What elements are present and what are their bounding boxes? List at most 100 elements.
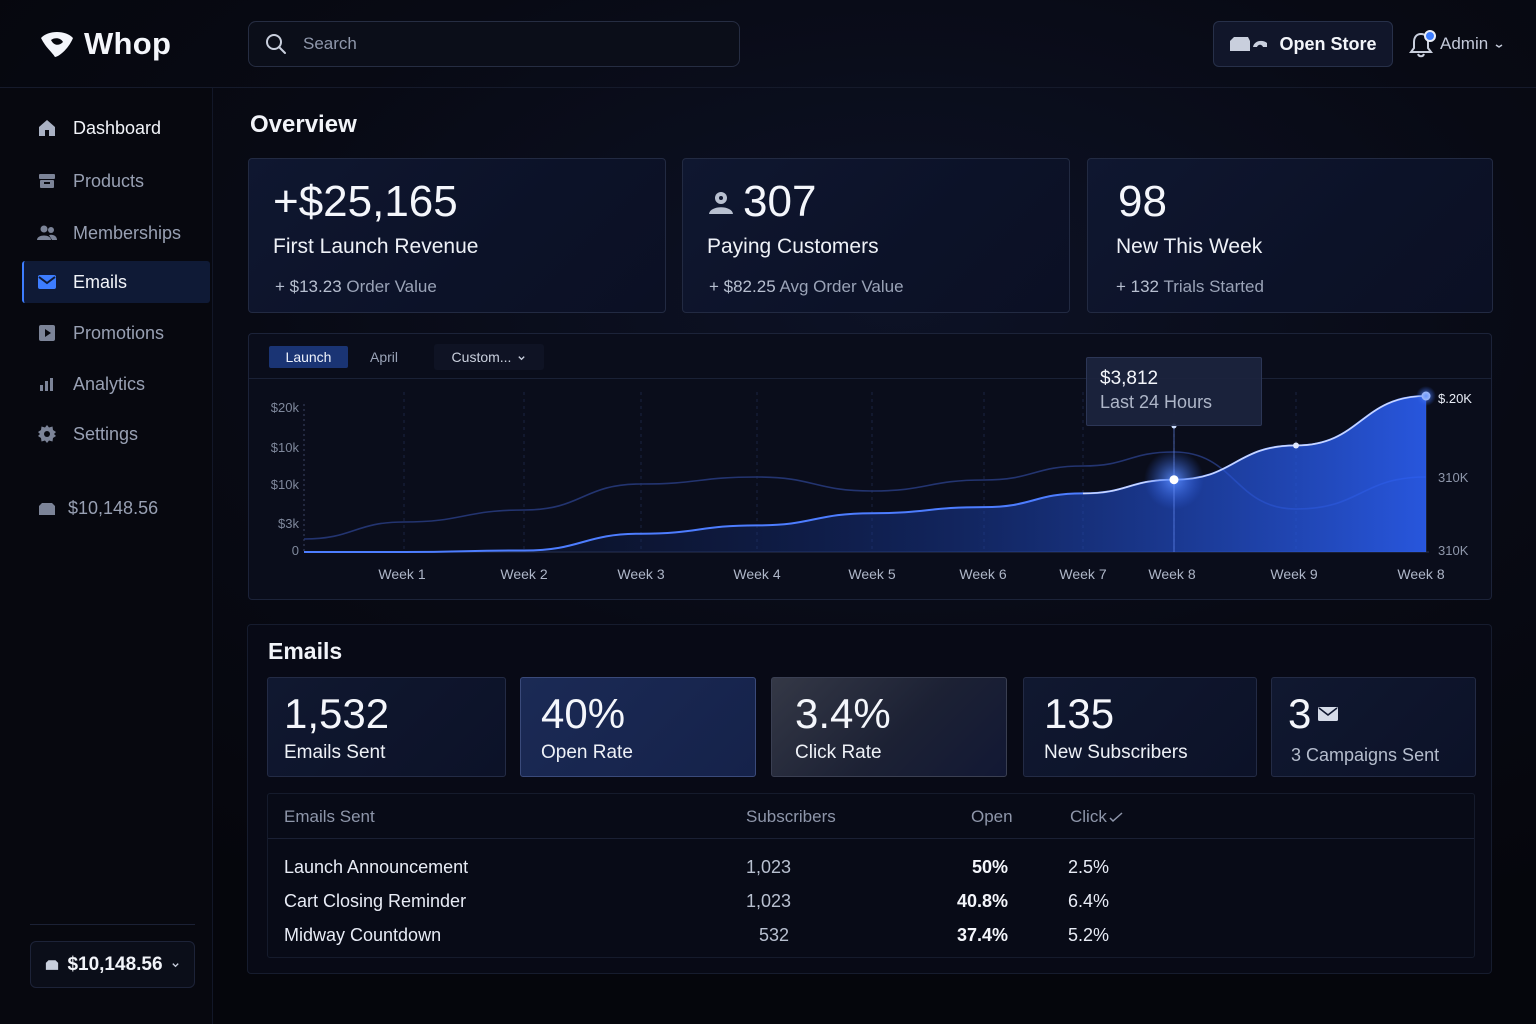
tab-launch[interactable]: Launch bbox=[269, 346, 348, 368]
revenue-chart-panel: Launch April Custom... bbox=[248, 333, 1492, 600]
stat-value: 135 bbox=[1044, 690, 1115, 737]
stat-emails-sent: 1,532 Emails Sent bbox=[267, 677, 506, 777]
email-open: 37.4% bbox=[956, 925, 1008, 945]
search-icon bbox=[266, 34, 286, 54]
email-click: 2.5% bbox=[1068, 857, 1110, 877]
stat-value: 3 bbox=[1288, 690, 1339, 738]
column-header-click[interactable]: Click bbox=[1070, 807, 1123, 827]
play-icon bbox=[39, 325, 55, 341]
column-header[interactable]: Open bbox=[971, 807, 1013, 826]
table-header: Emails Sent Subscribers Open Click bbox=[268, 794, 1474, 839]
card-value: 307 bbox=[707, 177, 816, 227]
sidebar-item-analytics[interactable]: Analytics bbox=[22, 363, 210, 405]
endpoint-glow bbox=[1416, 386, 1436, 406]
card-sub-value: + $13.23 bbox=[275, 277, 342, 296]
email-name: Midway Countdown bbox=[284, 925, 442, 945]
emails-table: Emails Sent Subscribers Open Click Launc… bbox=[267, 793, 1475, 958]
tab-april[interactable]: April bbox=[369, 349, 398, 365]
emails-panel: Emails 1,532 Emails Sent 40% Open Rate 3… bbox=[247, 624, 1492, 974]
balance-value: $10,148.56 bbox=[68, 498, 159, 518]
sidebar-item-label: Promotions bbox=[73, 322, 165, 343]
wallet-icon bbox=[46, 959, 59, 970]
emails-title: Emails bbox=[268, 638, 343, 664]
y-tick-label: 0 bbox=[292, 543, 299, 558]
data-point bbox=[1293, 442, 1299, 449]
y-tick-label-right: $.20K bbox=[1438, 391, 1472, 406]
brand-logo[interactable]: Whop bbox=[38, 26, 171, 62]
chevron-down-icon bbox=[1495, 44, 1503, 48]
chart-tooltip: $3,812 Last 24 Hours bbox=[1086, 357, 1262, 426]
x-tick-label: Week 9 bbox=[1270, 566, 1317, 582]
chart-ticks: Week 1 Week 2 Week 3 Week 4 Week 5 Week 6 Week… bbox=[271, 391, 1473, 582]
wallet-button[interactable]: $10,148.56 bbox=[30, 941, 195, 988]
chevron-down-icon bbox=[518, 355, 526, 360]
chart-header-divider bbox=[249, 378, 1491, 379]
stat-label: Emails Sent bbox=[284, 742, 386, 763]
sidebar-item-settings[interactable]: Settings bbox=[22, 413, 210, 455]
sidebar-item-label: Settings bbox=[73, 423, 139, 444]
table-row[interactable]: Launch Announcement 1,023 50% 2.5% bbox=[268, 851, 1474, 885]
sidebar-item-dashboard[interactable]: Dashboard bbox=[22, 107, 210, 149]
card-value: +$25,165 bbox=[273, 177, 458, 227]
sort-icon bbox=[1109, 812, 1123, 822]
user-menu[interactable]: Admin bbox=[1408, 30, 1504, 58]
card-sub-label: Trials Started bbox=[1163, 277, 1264, 296]
sidebar-divider bbox=[30, 924, 195, 925]
column-header[interactable]: Subscribers bbox=[746, 807, 836, 826]
email-name: Launch Announcement bbox=[284, 857, 469, 877]
table-row[interactable]: Cart Closing Reminder 1,023 40.8% 6.4% bbox=[268, 885, 1474, 919]
sidebar-item-products[interactable]: Products bbox=[22, 160, 210, 202]
chart-tabs: Launch April Custom... bbox=[269, 344, 544, 370]
x-tick-label: Week 2 bbox=[500, 566, 547, 582]
chart-marks bbox=[1144, 386, 1436, 552]
sidebar: Dashboard Products Memberships Emails Pr… bbox=[0, 88, 213, 1024]
open-store-button[interactable]: Open Store bbox=[1213, 21, 1393, 67]
revenue-value: +$25,165 bbox=[273, 177, 458, 226]
customers-value: 307 bbox=[743, 177, 817, 226]
revenue-card: +$25,165 First Launch Revenue + $13.23 O… bbox=[248, 158, 666, 313]
search-input[interactable] bbox=[303, 34, 703, 54]
email-name: Cart Closing Reminder bbox=[284, 891, 467, 911]
bar-chart-icon bbox=[40, 378, 53, 391]
top-bar: Whop Open Store Admin bbox=[0, 0, 1536, 88]
home-icon bbox=[39, 120, 55, 136]
y-tick-label: $20k bbox=[271, 400, 300, 415]
stat-value: 1,532 bbox=[284, 690, 390, 737]
sidebar-item-label: Dashboard bbox=[73, 117, 162, 138]
sidebar-item-label: Analytics bbox=[73, 373, 146, 394]
card-sub: + $82.25 Avg Order Value bbox=[709, 277, 904, 297]
notifications-button[interactable] bbox=[1408, 30, 1436, 58]
y-tick-label: $3k bbox=[278, 516, 299, 531]
sidebar-item-memberships[interactable]: Memberships bbox=[22, 212, 210, 254]
wallet-icon bbox=[39, 502, 55, 515]
card-label: New This Week bbox=[1116, 235, 1263, 258]
user-name: Admin bbox=[1440, 34, 1489, 53]
stat-click-rate: 3.4% Click Rate bbox=[771, 677, 1007, 777]
stat-label: Click Rate bbox=[795, 742, 882, 763]
envelope-icon bbox=[1318, 707, 1339, 721]
table-row[interactable]: Midway Countdown 532 37.4% 5.2% bbox=[268, 919, 1474, 953]
stat-campaigns: 3 3 Campaigns Sent bbox=[1271, 677, 1476, 777]
card-label: Paying Customers bbox=[707, 235, 879, 258]
card-sub-label: Order Value bbox=[346, 277, 437, 296]
card-sub-label: Avg Order Value bbox=[779, 277, 904, 296]
wallet-balance: $10,148.56 bbox=[67, 953, 163, 975]
tooltip-value: $3,812 bbox=[1100, 368, 1159, 389]
range-dropdown[interactable]: Custom... bbox=[434, 344, 544, 370]
sidebar-item-promotions[interactable]: Promotions bbox=[22, 312, 210, 354]
column-header[interactable]: Emails Sent bbox=[284, 807, 375, 826]
y-tick-label-right: 310K bbox=[1438, 470, 1469, 485]
page-title: Overview bbox=[250, 111, 357, 138]
column-header-label: Click bbox=[1070, 807, 1107, 826]
stat-open-rate: 40% Open Rate bbox=[520, 677, 756, 777]
x-tick-label: Week 6 bbox=[959, 566, 1006, 582]
range-label: Custom... bbox=[451, 349, 512, 365]
sidebar-item-emails[interactable]: Emails bbox=[22, 261, 210, 303]
mail-icon bbox=[38, 275, 56, 289]
search-box[interactable] bbox=[248, 21, 740, 67]
chart-areas bbox=[303, 395, 1427, 553]
sidebar-item-label: Products bbox=[73, 170, 145, 191]
revenue-chart[interactable]: Week 1 Week 2 Week 3 Week 4 Week 5 Week 6 Week… bbox=[249, 334, 1492, 600]
email-subscribers: 1,023 bbox=[746, 891, 792, 911]
